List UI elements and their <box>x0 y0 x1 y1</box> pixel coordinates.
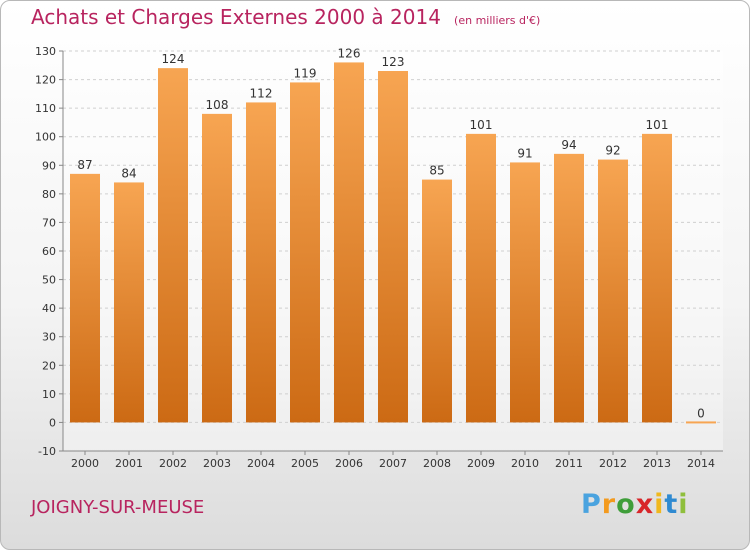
y-tick-label: 0 <box>49 416 56 429</box>
x-tick-label: 2004 <box>247 457 275 470</box>
data-label: 0 <box>697 406 705 420</box>
logo-letter: i <box>654 489 665 520</box>
x-tick-label: 2014 <box>687 457 715 470</box>
data-label: 108 <box>206 98 229 112</box>
y-tick-label: 10 <box>42 388 56 401</box>
y-tick-label: 110 <box>35 102 56 115</box>
data-label: 124 <box>162 52 185 66</box>
x-tick-label: 2006 <box>335 457 363 470</box>
x-tick-label: 2002 <box>159 457 187 470</box>
data-label: 101 <box>646 118 669 132</box>
data-label: 126 <box>338 46 361 60</box>
data-label: 112 <box>250 86 273 100</box>
data-label: 94 <box>561 138 576 152</box>
logo-letter: P <box>581 489 602 520</box>
bar <box>554 153 584 423</box>
data-label: 84 <box>121 166 136 180</box>
y-tick-label: 30 <box>42 331 56 344</box>
data-label: 91 <box>517 146 532 160</box>
bar-chart: -10 0 10 20 30 40 50 60 70 80 90 100 110 120 130 87 2000… <box>35 45 723 470</box>
bar <box>686 421 716 424</box>
bar <box>598 159 628 423</box>
y-tick-label: 40 <box>42 302 56 315</box>
x-tick-label: 2003 <box>203 457 231 470</box>
data-label: 101 <box>470 118 493 132</box>
y-tick-label: -10 <box>38 445 56 458</box>
x-tick-label: 2009 <box>467 457 495 470</box>
bar <box>378 71 408 423</box>
proxiti-logo: Proxiti <box>581 489 689 520</box>
bar <box>334 62 364 423</box>
logo-letter: t <box>664 489 679 520</box>
x-tick-label: 2012 <box>599 457 627 470</box>
y-tick-label: 50 <box>42 274 56 287</box>
data-label: 123 <box>382 55 405 69</box>
bar <box>422 179 452 423</box>
y-tick-label: 90 <box>42 159 56 172</box>
y-tick-label: 80 <box>42 188 56 201</box>
location-label: JOIGNY-SUR-MEUSE <box>31 497 205 518</box>
bar <box>466 133 496 423</box>
chart-subtitle: (en milliers d'€) <box>454 14 541 27</box>
bar <box>114 182 144 423</box>
bar <box>70 173 100 423</box>
bar <box>158 68 188 423</box>
data-label: 119 <box>294 66 317 80</box>
x-tick-label: 2001 <box>115 457 143 470</box>
logo-letter: x <box>635 489 655 520</box>
bar <box>290 82 320 423</box>
x-tick-label: 2010 <box>511 457 539 470</box>
bar <box>510 162 540 423</box>
logo-letter: o <box>616 489 636 520</box>
y-tick-label: 60 <box>42 245 56 258</box>
x-tick-label: 2008 <box>423 457 451 470</box>
bar <box>246 102 276 423</box>
x-tick-label: 2013 <box>643 457 671 470</box>
x-tick-label: 2000 <box>71 457 99 470</box>
data-label: 92 <box>605 144 620 158</box>
data-label: 87 <box>77 158 92 172</box>
logo-letter: i <box>678 489 689 520</box>
y-tick-label: 120 <box>35 74 56 87</box>
chart-title: Achats et Charges Externes 2000 à 2014 (… <box>31 5 540 29</box>
chart-title-text: Achats et Charges Externes 2000 à 2014 <box>31 5 441 29</box>
x-tick-label: 2005 <box>291 457 319 470</box>
logo-letter: r <box>601 489 617 520</box>
x-tick-label: 2007 <box>379 457 407 470</box>
y-tick-label: 20 <box>42 359 56 372</box>
bar <box>642 133 672 423</box>
x-tick-label: 2011 <box>555 457 583 470</box>
y-tick-label: 70 <box>42 216 56 229</box>
data-label: 85 <box>429 164 444 178</box>
y-tick-label: 130 <box>35 45 56 58</box>
bar <box>202 113 232 423</box>
y-tick-label: 100 <box>35 131 56 144</box>
